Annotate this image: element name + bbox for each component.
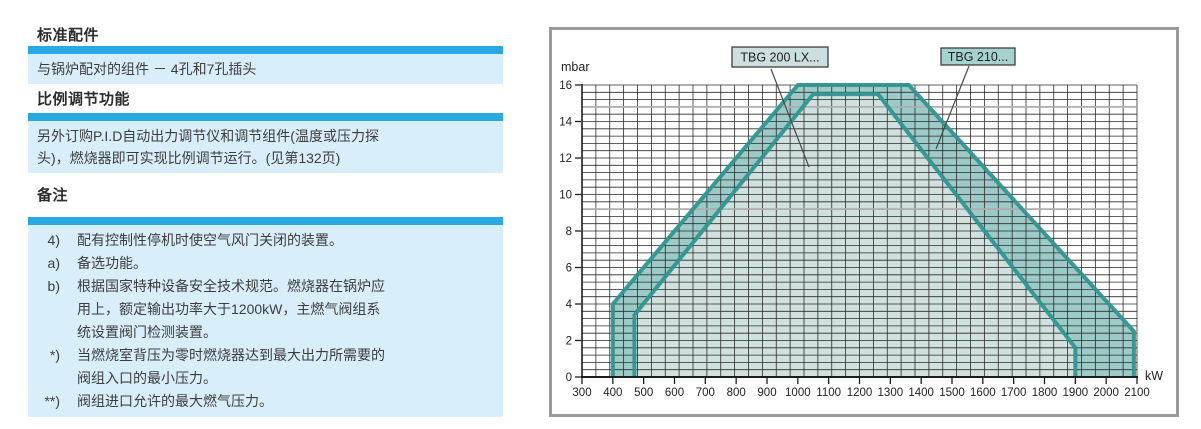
note-text: 阀组进口允许的最大燃气压力。 bbox=[77, 393, 273, 409]
y-tick-label-4: 4 bbox=[566, 299, 573, 311]
callout-box-0 bbox=[731, 46, 829, 68]
y-tick-label-6: 6 bbox=[566, 263, 572, 275]
callout-leader-0 bbox=[770, 68, 810, 168]
standard-accessories-block: 与锅炉配对的组件 － 4孔和7孔插头 bbox=[28, 54, 503, 84]
y-tick-label-2: 2 bbox=[566, 336, 572, 348]
accent-bar bbox=[28, 46, 503, 54]
capacity-chart-frame: 300 400 500 600 700 800 900 1000 1100 1200 1300 140… bbox=[549, 27, 1179, 417]
x-tick-label-500: 500 bbox=[634, 387, 653, 399]
x-axis-unit-label: kW bbox=[1145, 369, 1163, 383]
x-tick-label-1100: 1100 bbox=[816, 387, 841, 399]
x-tick-label-700: 700 bbox=[696, 387, 715, 399]
x-tick-label-1800: 1800 bbox=[1032, 387, 1058, 399]
x-tick-label-900: 900 bbox=[757, 387, 776, 399]
section-heading-standard-accessories: 标准配件 bbox=[37, 27, 100, 44]
note-item: *) 当燃烧室背压为零时燃烧器达到最大出力所需要的 阀组入口的最小压力。 bbox=[38, 344, 497, 390]
x-tick-label-1200: 1200 bbox=[847, 387, 873, 399]
envelope-fill-1 bbox=[634, 94, 1076, 377]
note-marker: a) bbox=[47, 255, 60, 271]
y-axis-unit-label: mbar bbox=[561, 60, 589, 74]
note-text: 当燃烧室背压为零时燃烧器达到最大出力所需要的 阀组入口的最小压力。 bbox=[77, 347, 385, 386]
x-tick-label-1500: 1500 bbox=[939, 387, 965, 399]
envelope-outline-0 bbox=[610, 83, 1136, 377]
note-text: 配有控制性停机时使空气风门关闭的装置。 bbox=[77, 232, 343, 248]
accent-bar bbox=[28, 217, 503, 225]
x-tick-label-1400: 1400 bbox=[908, 387, 934, 399]
x-tick-label-1700: 1700 bbox=[1001, 387, 1027, 399]
note-marker: b) bbox=[47, 278, 60, 294]
modulating-function-block: 另外订购P.I.D自动出力调节仪和调节组件(温度或压力探 头)，燃烧器即可实现比… bbox=[28, 121, 503, 173]
note-item: **) 阀组进口允许的最大燃气压力。 bbox=[38, 390, 497, 413]
envelope-outline-1 bbox=[632, 92, 1078, 377]
note-marker: 4) bbox=[47, 232, 60, 248]
x-tick-label-300: 300 bbox=[572, 387, 591, 399]
x-tick-label-2100: 2100 bbox=[1124, 387, 1150, 399]
y-tick-label-12: 12 bbox=[559, 153, 572, 165]
x-tick-label-1600: 1600 bbox=[970, 387, 996, 399]
note-text: 根据国家特种设备安全技术规范。燃烧器在锅炉应 用上，额定输出功率大于1200kW… bbox=[77, 278, 385, 340]
x-tick-label-800: 800 bbox=[727, 387, 746, 399]
y-tick-label-10: 10 bbox=[559, 190, 572, 202]
x-tick-label-2000: 2000 bbox=[1093, 387, 1119, 399]
modulating-function-text: 另外订购P.I.D自动出力调节仪和调节组件(温度或压力探 头)，燃烧器即可实现比… bbox=[37, 128, 379, 166]
section-heading-notes: 备注 bbox=[37, 187, 69, 204]
section-heading-modulating-function: 比例调节功能 bbox=[37, 91, 131, 108]
x-tick-label-1000: 1000 bbox=[785, 387, 811, 399]
y-tick-label-14: 14 bbox=[559, 117, 572, 129]
notes-list: 4) 配有控制性停机时使空气风门关闭的装置。 a) 备选功能。 b) 根据国家特种设备安全… bbox=[28, 225, 503, 413]
standard-accessories-text: 与锅炉配对的组件 － 4孔和7孔插头 bbox=[37, 61, 257, 77]
x-tick-label-400: 400 bbox=[603, 387, 622, 399]
callout-box-1 bbox=[940, 47, 1016, 66]
capacity-chart: 300 400 500 600 700 800 900 1000 1100 1200 1300 140… bbox=[559, 46, 1163, 399]
accent-bar bbox=[28, 113, 503, 121]
y-tick-label-0: 0 bbox=[566, 372, 572, 384]
notes-block: 4) 配有控制性停机时使空气风门关闭的装置。 a) 备选功能。 b) 根据国家特种设备安全… bbox=[28, 225, 503, 417]
note-text: 备选功能。 bbox=[77, 255, 147, 271]
note-marker: **) bbox=[44, 393, 60, 409]
note-item: a) 备选功能。 bbox=[38, 252, 497, 275]
x-tick-label-1300: 1300 bbox=[878, 387, 904, 399]
y-tick-label-16: 16 bbox=[559, 80, 572, 92]
note-item: 4) 配有控制性停机时使空气风门关闭的装置。 bbox=[38, 229, 497, 252]
callout-label-1: TBG 210... bbox=[948, 50, 1008, 64]
x-tick-label-1900: 1900 bbox=[1063, 387, 1089, 399]
note-marker: *) bbox=[49, 347, 60, 363]
x-tick-label-600: 600 bbox=[665, 387, 684, 399]
y-tick-label-8: 8 bbox=[566, 226, 572, 238]
callout-label-0: TBG 200 LX... bbox=[740, 51, 819, 65]
note-item: b) 根据国家特种设备安全技术规范。燃烧器在锅炉应 用上，额定输出功率大于1200… bbox=[38, 275, 497, 344]
callout-leader-1 bbox=[935, 65, 970, 150]
